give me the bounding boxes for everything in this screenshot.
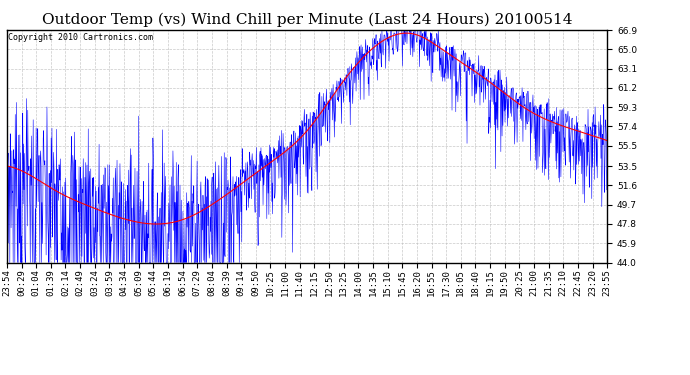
Title: Outdoor Temp (vs) Wind Chill per Minute (Last 24 Hours) 20100514: Outdoor Temp (vs) Wind Chill per Minute … xyxy=(42,13,572,27)
Text: Copyright 2010 Cartronics.com: Copyright 2010 Cartronics.com xyxy=(8,33,153,42)
